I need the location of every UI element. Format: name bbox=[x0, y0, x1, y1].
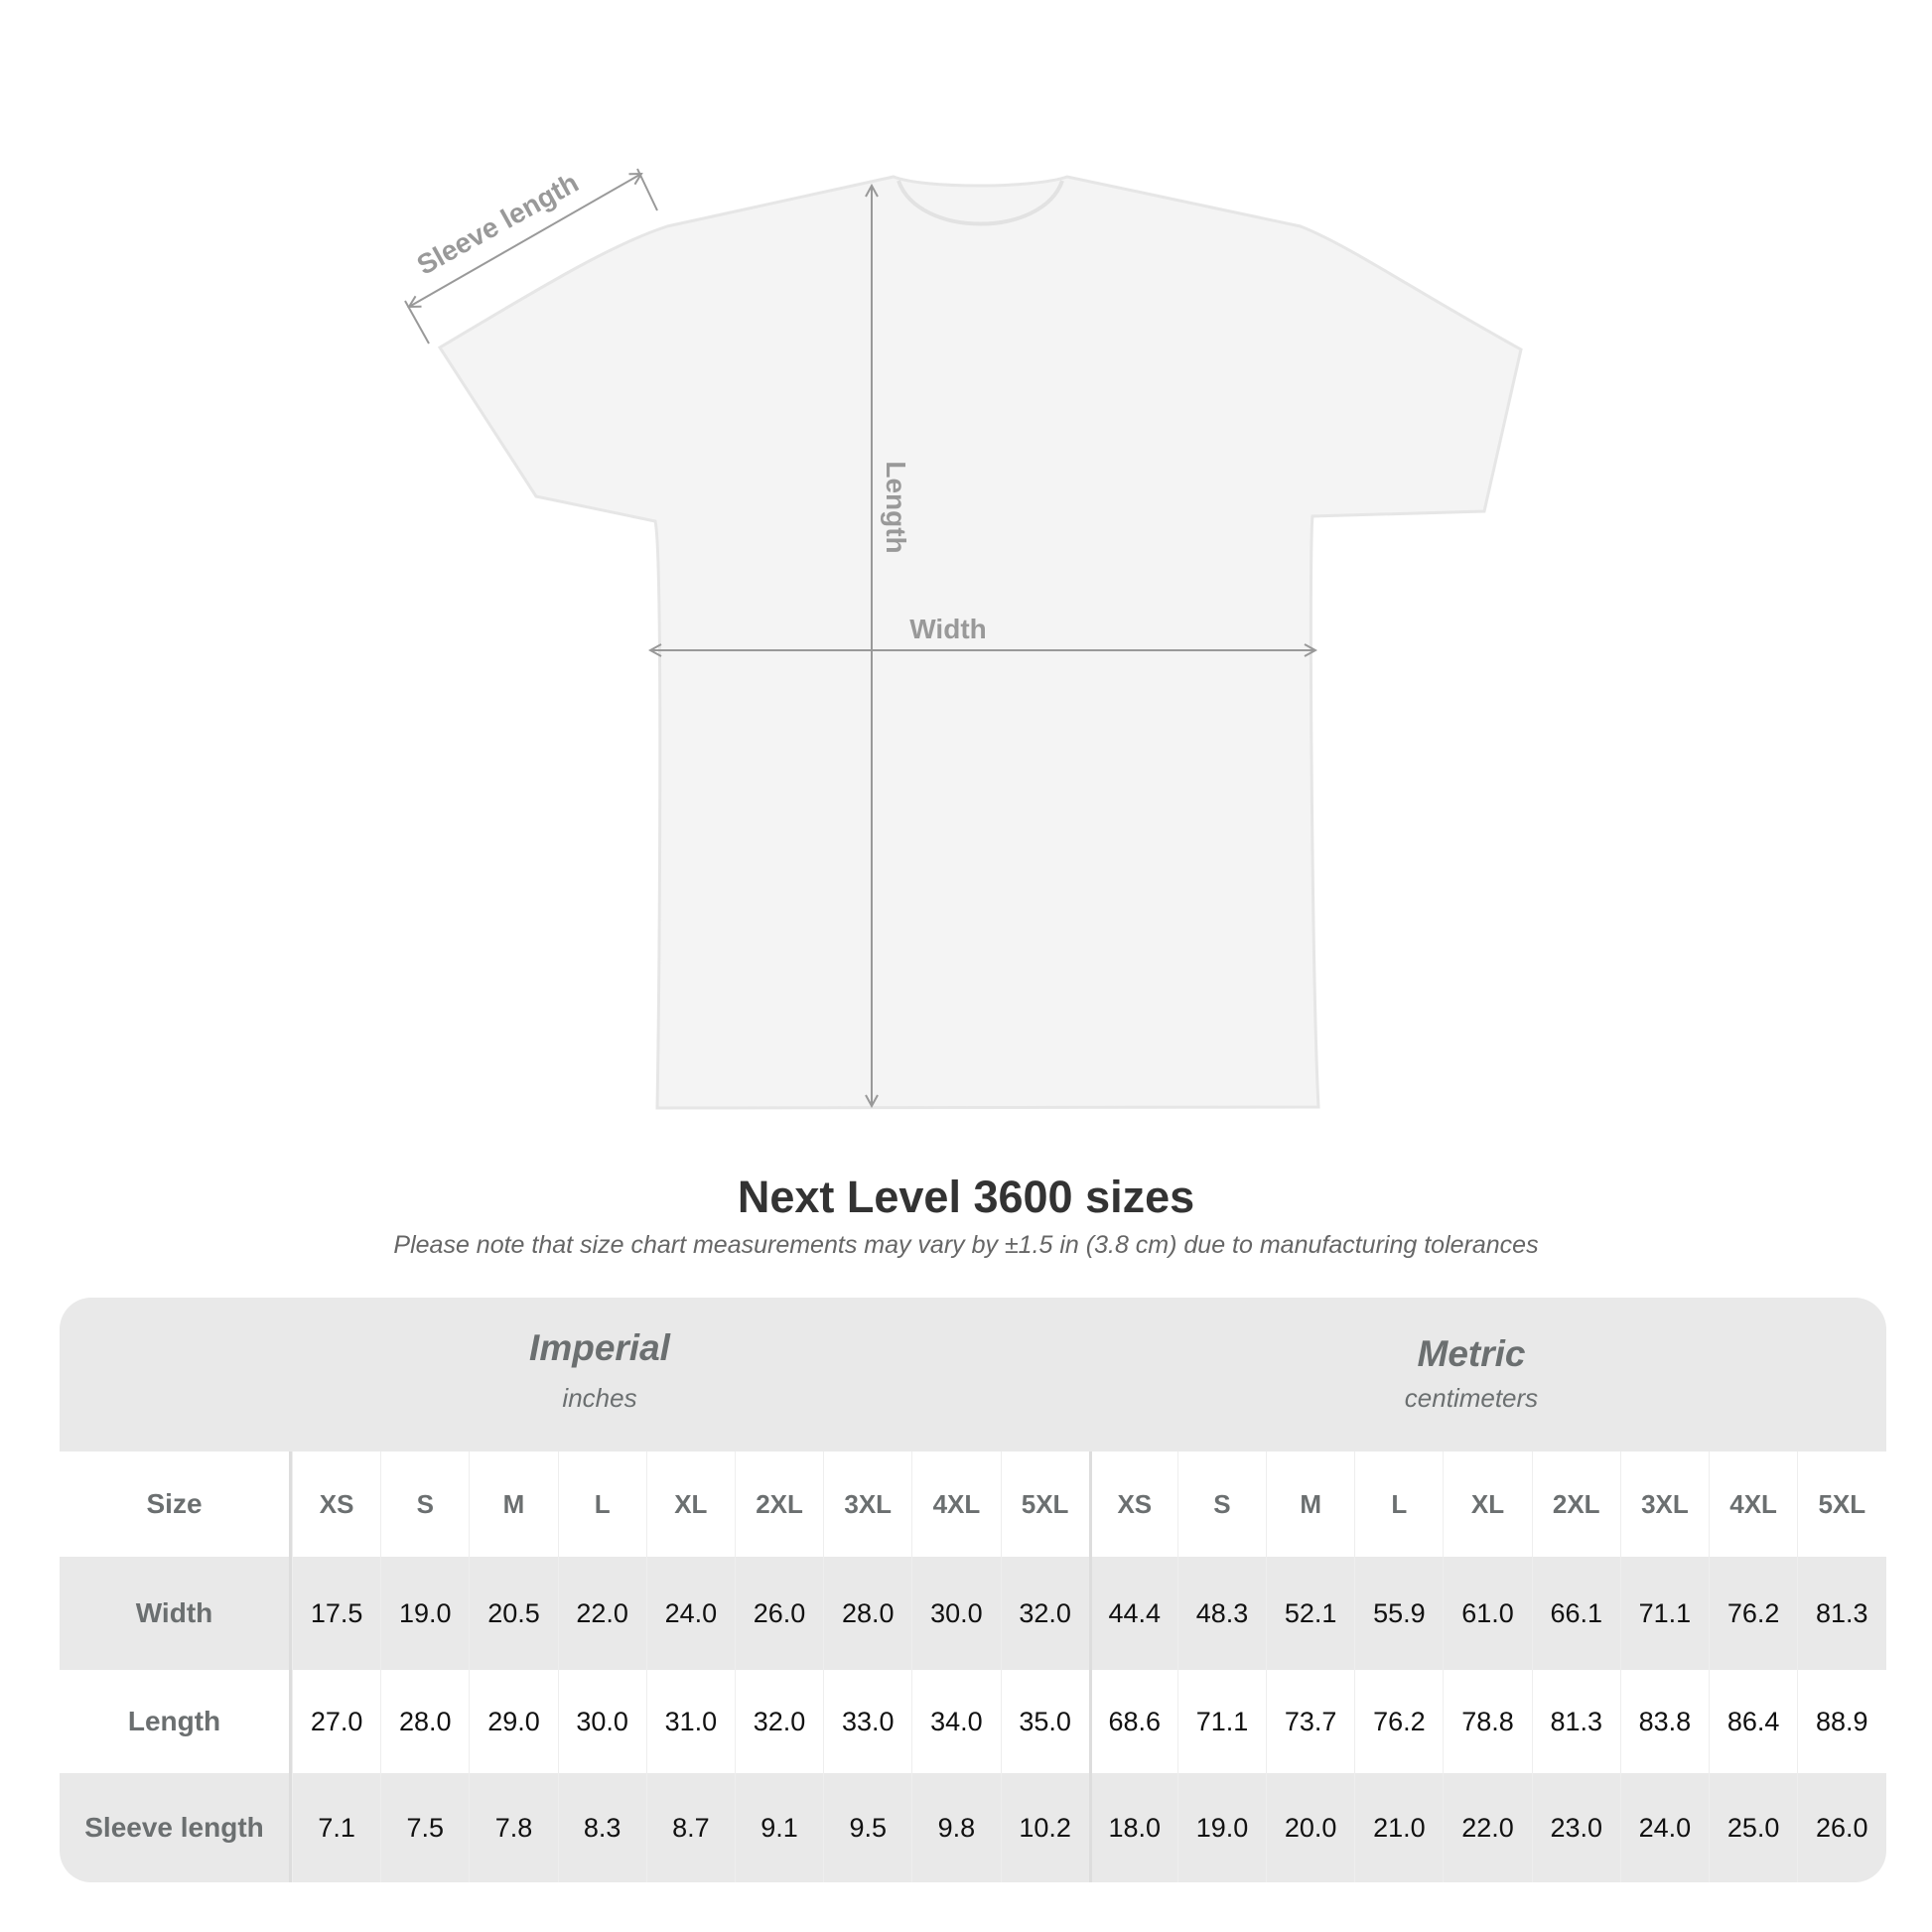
table-cell: 32.0 bbox=[734, 1670, 823, 1773]
table-cell: 8.3 bbox=[557, 1773, 646, 1882]
table-cell: 61.0 bbox=[1443, 1557, 1531, 1670]
table-row: Length 27.0 28.0 29.0 30.0 31.0 32.0 33.0 34.0 35… bbox=[60, 1670, 1886, 1773]
size-header-cell: XL bbox=[1443, 1451, 1531, 1557]
table-cell: 88.9 bbox=[1797, 1670, 1885, 1773]
table-cell: 48.3 bbox=[1176, 1557, 1266, 1670]
table-cell: 33.0 bbox=[823, 1670, 911, 1773]
metric-header: Metric centimeters bbox=[1404, 1333, 1539, 1413]
table-header: Imperial inches Metric centimeters bbox=[60, 1298, 1886, 1451]
table-row: Size XS S M L XL 2XL 3XL 4XL 5XL XS S M L XL 2XL 3XL 4XL 5… bbox=[60, 1451, 1886, 1557]
table-cell: 9.1 bbox=[734, 1773, 823, 1882]
size-header-cell: 3XL bbox=[1619, 1451, 1709, 1557]
table-cell: 20.0 bbox=[1266, 1773, 1354, 1882]
page-title: Next Level 3600 sizes bbox=[737, 1172, 1195, 1222]
size-header-cell: 2XL bbox=[734, 1451, 823, 1557]
table-cell: 8.7 bbox=[645, 1773, 735, 1882]
tshirt-shape bbox=[437, 175, 1523, 1110]
table-cell: 7.5 bbox=[380, 1773, 469, 1882]
table-cell: 7.1 bbox=[292, 1773, 380, 1882]
imperial-header: Imperial inches bbox=[529, 1327, 670, 1413]
size-header-cell: 5XL bbox=[1000, 1451, 1089, 1557]
table-cell: 35.0 bbox=[1000, 1670, 1089, 1773]
size-header-cell: 2XL bbox=[1531, 1451, 1620, 1557]
table-row: Sleeve length 7.1 7.5 7.8 8.3 8.7 9.1 9.5 9.8 10.… bbox=[60, 1773, 1886, 1882]
table-cell: 31.0 bbox=[645, 1670, 735, 1773]
table-cell: 10.2 bbox=[1000, 1773, 1089, 1882]
size-header-cell: S bbox=[1176, 1451, 1266, 1557]
table-cell: 9.5 bbox=[823, 1773, 911, 1882]
table-cell: 23.0 bbox=[1531, 1773, 1620, 1882]
table-cell: 78.8 bbox=[1443, 1670, 1531, 1773]
table-cell: 22.0 bbox=[557, 1557, 646, 1670]
table-cell: 18.0 bbox=[1088, 1773, 1177, 1882]
row-label: Length bbox=[60, 1670, 292, 1773]
size-header-cell: M bbox=[469, 1451, 557, 1557]
width-label: Width bbox=[909, 614, 987, 644]
length-label: Length bbox=[881, 461, 911, 553]
table-cell: 81.3 bbox=[1797, 1557, 1885, 1670]
table-cell: 28.0 bbox=[823, 1557, 911, 1670]
table-cell: 86.4 bbox=[1709, 1670, 1797, 1773]
tshirt-diagram: Sleeve length Length Width bbox=[404, 167, 1523, 1110]
size-header-cell: 4XL bbox=[1709, 1451, 1797, 1557]
table-cell: 30.0 bbox=[911, 1557, 1000, 1670]
tolerance-note: Please note that size chart measurements… bbox=[393, 1231, 1539, 1259]
size-table: Imperial inches Metric centimeters Size X… bbox=[60, 1298, 1886, 1882]
table-cell: 55.9 bbox=[1354, 1557, 1443, 1670]
size-header-cell: L bbox=[1354, 1451, 1443, 1557]
table-cell: 81.3 bbox=[1531, 1670, 1620, 1773]
table-cell: 26.0 bbox=[734, 1557, 823, 1670]
table-cell: 27.0 bbox=[292, 1670, 380, 1773]
table-cell: 26.0 bbox=[1797, 1773, 1885, 1882]
table-row: Width 17.5 19.0 20.5 22.0 24.0 26.0 28.0 30.0 32.… bbox=[60, 1557, 1886, 1670]
table-cell: 22.0 bbox=[1443, 1773, 1531, 1882]
table-cell: 24.0 bbox=[645, 1557, 735, 1670]
size-header-cell: XL bbox=[645, 1451, 735, 1557]
table-cell: 44.4 bbox=[1088, 1557, 1177, 1670]
table-cell: 32.0 bbox=[1000, 1557, 1089, 1670]
table-cell: 29.0 bbox=[469, 1670, 557, 1773]
table-cell: 30.0 bbox=[557, 1670, 646, 1773]
sleeve-arrow bbox=[409, 174, 641, 307]
row-label: Width bbox=[60, 1557, 292, 1670]
row-label: Sleeve length bbox=[60, 1773, 292, 1882]
table-cell: 24.0 bbox=[1619, 1773, 1709, 1882]
size-header-cell: 5XL bbox=[1797, 1451, 1885, 1557]
table-cell: 52.1 bbox=[1266, 1557, 1354, 1670]
table-cell: 19.0 bbox=[380, 1557, 469, 1670]
table-cell: 17.5 bbox=[292, 1557, 380, 1670]
table-cell: 7.8 bbox=[469, 1773, 557, 1882]
size-header-cell: 4XL bbox=[911, 1451, 1000, 1557]
table-cell: 34.0 bbox=[911, 1670, 1000, 1773]
table-cell: 9.8 bbox=[911, 1773, 1000, 1882]
sleeve-length-label: Sleeve length bbox=[412, 167, 584, 281]
size-header-cell: XS bbox=[1088, 1451, 1177, 1557]
size-header-cell: 3XL bbox=[823, 1451, 911, 1557]
table-cell: 73.7 bbox=[1266, 1670, 1354, 1773]
table-cell: 21.0 bbox=[1354, 1773, 1443, 1882]
table-cell: 28.0 bbox=[380, 1670, 469, 1773]
table-cell: 68.6 bbox=[1088, 1670, 1177, 1773]
table-cell: 83.8 bbox=[1619, 1670, 1709, 1773]
table-cell: 76.2 bbox=[1354, 1670, 1443, 1773]
table-cell: 20.5 bbox=[469, 1557, 557, 1670]
size-header-cell: L bbox=[557, 1451, 646, 1557]
size-header-cell: S bbox=[380, 1451, 469, 1557]
table-cell: 71.1 bbox=[1176, 1670, 1266, 1773]
row-label: Size bbox=[60, 1451, 292, 1557]
size-header-cell: M bbox=[1266, 1451, 1354, 1557]
table-cell: 66.1 bbox=[1531, 1557, 1620, 1670]
table-cell: 76.2 bbox=[1709, 1557, 1797, 1670]
table-cell: 25.0 bbox=[1709, 1773, 1797, 1882]
table-cell: 19.0 bbox=[1176, 1773, 1266, 1882]
size-header-cell: XS bbox=[292, 1451, 380, 1557]
table-cell: 71.1 bbox=[1619, 1557, 1709, 1670]
